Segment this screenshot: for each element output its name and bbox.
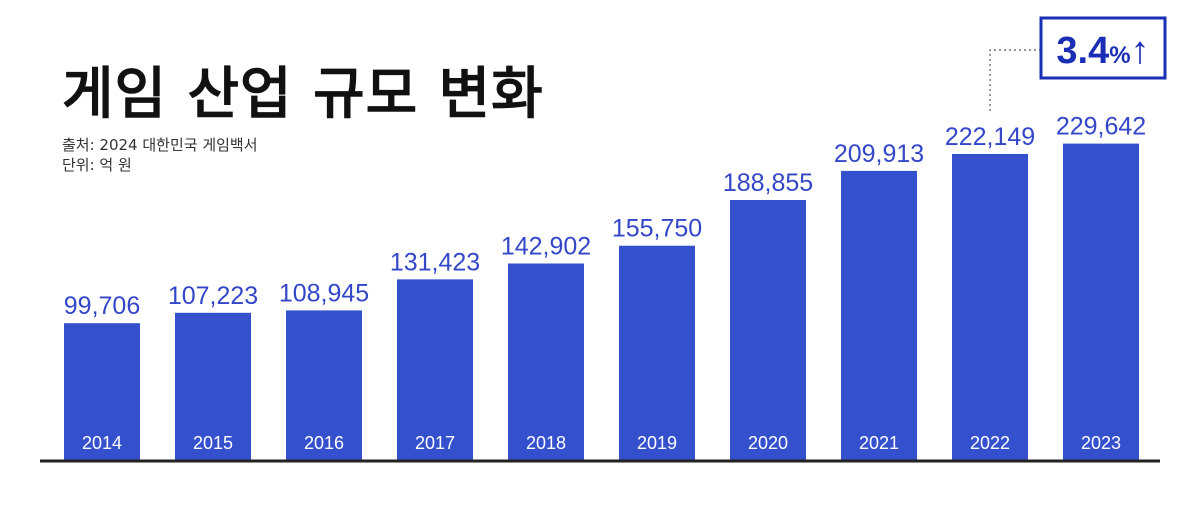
- value-label-2023: 229,642: [1056, 113, 1146, 141]
- bar-2015: [175, 312, 251, 461]
- bar-2017: [397, 279, 473, 461]
- growth-rate-label: 3.4%↑: [1056, 30, 1149, 72]
- year-label-2023: 2023: [1081, 433, 1121, 453]
- bar-group-2015: 107,223 2015: [168, 282, 258, 461]
- bar-2022: [952, 153, 1028, 462]
- bar-2023: [1063, 143, 1139, 461]
- bar-group-2016: 108,945 2016: [279, 279, 369, 461]
- bar-2021: [841, 170, 917, 461]
- bar-2019: [619, 245, 695, 461]
- bars-layer: 99,706 2014 107,223 2015 108,945 2016 131,423 2…: [64, 113, 1146, 462]
- value-label-2015: 107,223: [168, 282, 258, 310]
- growth-callout: 3.4%↑: [989, 16, 1167, 112]
- bar-2020: [730, 199, 806, 461]
- chart-title: 게임 산업 규모 변화: [62, 62, 544, 127]
- value-label-2020: 188,855: [723, 169, 813, 197]
- bar-2014: [64, 323, 140, 461]
- bar-group-2018: 142,902 2018: [501, 232, 591, 461]
- up-arrow-icon: ↑: [1131, 30, 1150, 72]
- year-label-2018: 2018: [526, 433, 566, 453]
- bar-2016: [286, 310, 362, 461]
- bar-group-2014: 99,706 2014: [64, 292, 140, 461]
- bar-group-2022: 222,149 2022: [945, 123, 1035, 462]
- year-label-2016: 2016: [304, 433, 344, 453]
- year-label-2022: 2022: [970, 433, 1010, 453]
- value-label-2014: 99,706: [64, 292, 140, 320]
- callout-connector: [989, 49, 1041, 112]
- bar-2018: [508, 263, 584, 461]
- value-label-2017: 131,423: [390, 248, 480, 276]
- year-label-2014: 2014: [82, 433, 122, 453]
- callout-box: [1039, 16, 1167, 80]
- value-label-2016: 108,945: [279, 279, 369, 307]
- bar-group-2019: 155,750 2019: [612, 215, 702, 461]
- year-label-2019: 2019: [637, 433, 677, 453]
- value-label-2022: 222,149: [945, 123, 1035, 151]
- value-label-2021: 209,913: [834, 140, 924, 168]
- source-note: 출처: 2024 대한민국 게임백서: [62, 136, 258, 154]
- year-label-2017: 2017: [415, 433, 455, 453]
- value-label-2018: 142,902: [501, 232, 591, 260]
- unit-note: 단위: 억 원: [62, 156, 132, 174]
- year-label-2015: 2015: [193, 433, 233, 453]
- year-label-2020: 2020: [748, 433, 788, 453]
- bar-group-2021: 209,913 2021: [834, 140, 924, 461]
- value-label-2019: 155,750: [612, 215, 702, 243]
- bar-group-2017: 131,423 2017: [390, 248, 480, 461]
- year-label-2021: 2021: [859, 433, 899, 453]
- growth-rate-percent: %: [1109, 42, 1130, 69]
- bar-group-2020: 188,855 2020: [723, 169, 813, 461]
- bar-group-2023: 229,642 2023: [1056, 113, 1146, 461]
- growth-rate-value: 3.4: [1056, 30, 1109, 72]
